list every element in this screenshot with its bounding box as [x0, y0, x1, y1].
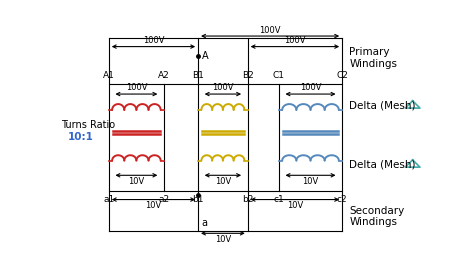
Text: c2: c2: [337, 195, 347, 204]
Text: a1: a1: [103, 195, 114, 204]
Text: 10V: 10V: [287, 201, 303, 210]
Text: A2: A2: [158, 71, 170, 80]
Text: 10V: 10V: [146, 201, 162, 210]
Text: a2: a2: [158, 195, 170, 204]
Text: 100V: 100V: [284, 36, 306, 45]
Text: B1: B1: [192, 71, 204, 80]
Text: 100V: 100V: [212, 83, 234, 92]
Text: b2: b2: [242, 195, 254, 204]
Text: a: a: [202, 218, 208, 228]
Text: A: A: [202, 51, 209, 61]
Text: A1: A1: [103, 71, 115, 80]
Text: 100V: 100V: [143, 36, 164, 45]
Text: C2: C2: [336, 71, 348, 80]
Text: Delta (Mesh): Delta (Mesh): [349, 101, 416, 111]
Text: Secondary
Windings: Secondary Windings: [349, 206, 405, 227]
Text: Delta (Mesh): Delta (Mesh): [349, 160, 416, 170]
Bar: [109, 84, 342, 191]
Text: c1: c1: [273, 195, 284, 204]
Text: 10:1: 10:1: [67, 132, 93, 142]
Text: b1: b1: [192, 195, 204, 204]
Text: 10V: 10V: [302, 177, 319, 186]
Text: 10V: 10V: [215, 177, 231, 186]
Text: Turns Ratio: Turns Ratio: [61, 120, 115, 130]
Text: Primary
Windings: Primary Windings: [349, 47, 398, 69]
Text: 100V: 100V: [259, 26, 281, 35]
Text: 100V: 100V: [126, 83, 147, 92]
Text: 100V: 100V: [300, 83, 321, 92]
Text: 10V: 10V: [128, 177, 145, 186]
Text: C1: C1: [273, 71, 285, 80]
Text: 10V: 10V: [215, 235, 231, 244]
Text: B2: B2: [242, 71, 254, 80]
